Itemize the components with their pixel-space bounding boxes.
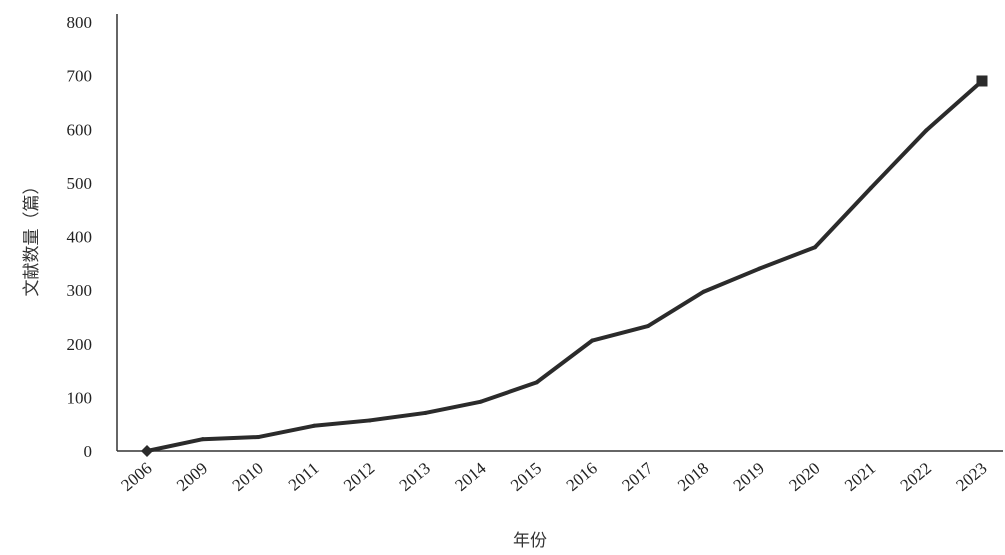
x-tick-label: 2017 <box>618 458 657 495</box>
line-segment <box>646 289 706 329</box>
x-tick-label: 2016 <box>563 459 601 495</box>
y-tick-label: 400 <box>67 228 93 247</box>
y-tick-label: 500 <box>67 174 93 193</box>
line-segment <box>813 186 873 250</box>
y-tick-label: 300 <box>67 281 93 300</box>
line-segment <box>312 418 372 428</box>
x-tick-label: 2020 <box>785 459 823 495</box>
line-segment <box>367 410 428 423</box>
x-tick-label: 2023 <box>952 459 990 495</box>
line-segment <box>868 128 929 191</box>
line-segment <box>200 435 261 442</box>
x-tick-label: 2018 <box>674 459 712 495</box>
y-axis: 0 100 200 300 400 500 600 700 800 <box>67 13 118 461</box>
x-tick-labels: 2006 2009 2010 2011 2012 2013 2014 2015 2016 2017… <box>117 458 990 495</box>
data-point-start <box>141 445 153 457</box>
y-tick-labels: 0 100 200 300 400 500 600 700 800 <box>67 13 93 461</box>
x-tick-label: 2010 <box>229 459 267 495</box>
x-tick-label: 2012 <box>340 459 378 495</box>
series-markers <box>141 75 988 457</box>
x-tick-label: 2009 <box>173 459 211 495</box>
y-tick-label: 200 <box>67 335 93 354</box>
x-axis: 2006 2009 2010 2011 2012 2013 2014 2015 2016 2017… <box>117 450 1003 495</box>
x-tick-label: 2006 <box>117 459 155 495</box>
y-tick-label: 0 <box>84 442 93 461</box>
line-segment <box>145 437 205 453</box>
data-point-end <box>976 75 988 87</box>
line-segment <box>479 380 539 404</box>
line-segment <box>757 245 817 271</box>
y-tick-label: 600 <box>67 120 93 139</box>
line-segment <box>423 399 483 415</box>
line-segment <box>701 266 762 294</box>
y-tick-label: 800 <box>67 13 93 32</box>
x-tick-label: 2011 <box>285 459 323 495</box>
x-tick-label: 2015 <box>507 459 545 495</box>
line-segment <box>256 423 316 440</box>
line-segment <box>534 338 595 385</box>
x-tick-label: 2022 <box>897 459 935 495</box>
series-line <box>145 78 984 453</box>
line-segment <box>590 324 650 343</box>
y-tick-label: 100 <box>67 388 93 407</box>
y-axis-title: 文献数量（篇） <box>22 178 42 297</box>
x-tick-label: 2014 <box>451 458 490 495</box>
y-tick-label: 700 <box>67 67 93 86</box>
x-tick-label: 2019 <box>730 459 768 495</box>
x-axis-title: 年份 <box>513 531 547 551</box>
x-tick-label: 2021 <box>841 459 879 495</box>
line-segment <box>924 78 984 133</box>
x-tick-label: 2013 <box>396 459 434 495</box>
